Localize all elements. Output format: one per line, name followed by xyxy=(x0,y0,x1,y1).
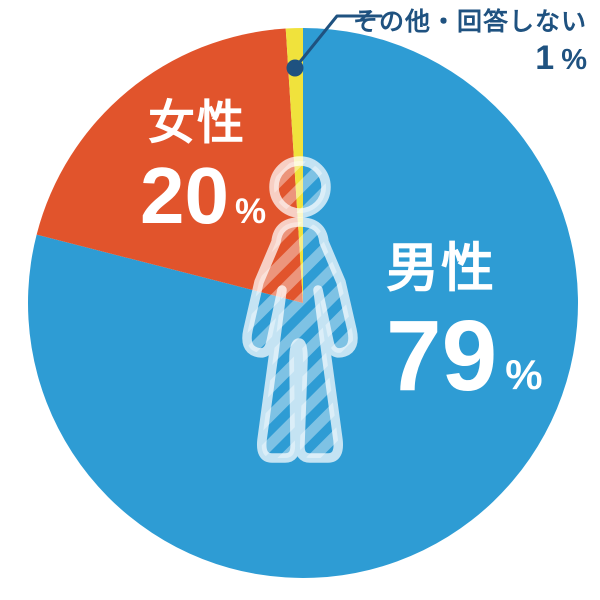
label-other-value: 1 xyxy=(535,39,555,77)
label-other: その他・回答しない 1 % xyxy=(353,2,587,75)
label-male-unit: % xyxy=(505,351,543,398)
label-female-name: 女性 xyxy=(148,96,246,149)
label-male-name: 男性 xyxy=(386,239,496,298)
label-female-value: 20 xyxy=(140,151,229,240)
label-other-value-row: 1 % xyxy=(353,41,587,75)
callout-leader xyxy=(286,14,383,77)
person-body-shape xyxy=(242,217,358,463)
label-male: 男性 79 % xyxy=(386,226,543,412)
label-male-value-row: 79 % xyxy=(386,300,543,412)
person-icon xyxy=(242,156,358,463)
label-female-unit: % xyxy=(234,191,267,231)
label-female: 女性 20 % xyxy=(140,84,267,240)
person-head xyxy=(269,156,331,218)
label-other-unit: % xyxy=(561,43,587,76)
callout-line xyxy=(293,14,383,70)
pie-slice-female xyxy=(36,28,304,303)
label-female-value-row: 20 % xyxy=(140,151,267,240)
label-male-value: 79 xyxy=(386,300,498,412)
label-other-name: その他・回答しない xyxy=(352,8,587,36)
